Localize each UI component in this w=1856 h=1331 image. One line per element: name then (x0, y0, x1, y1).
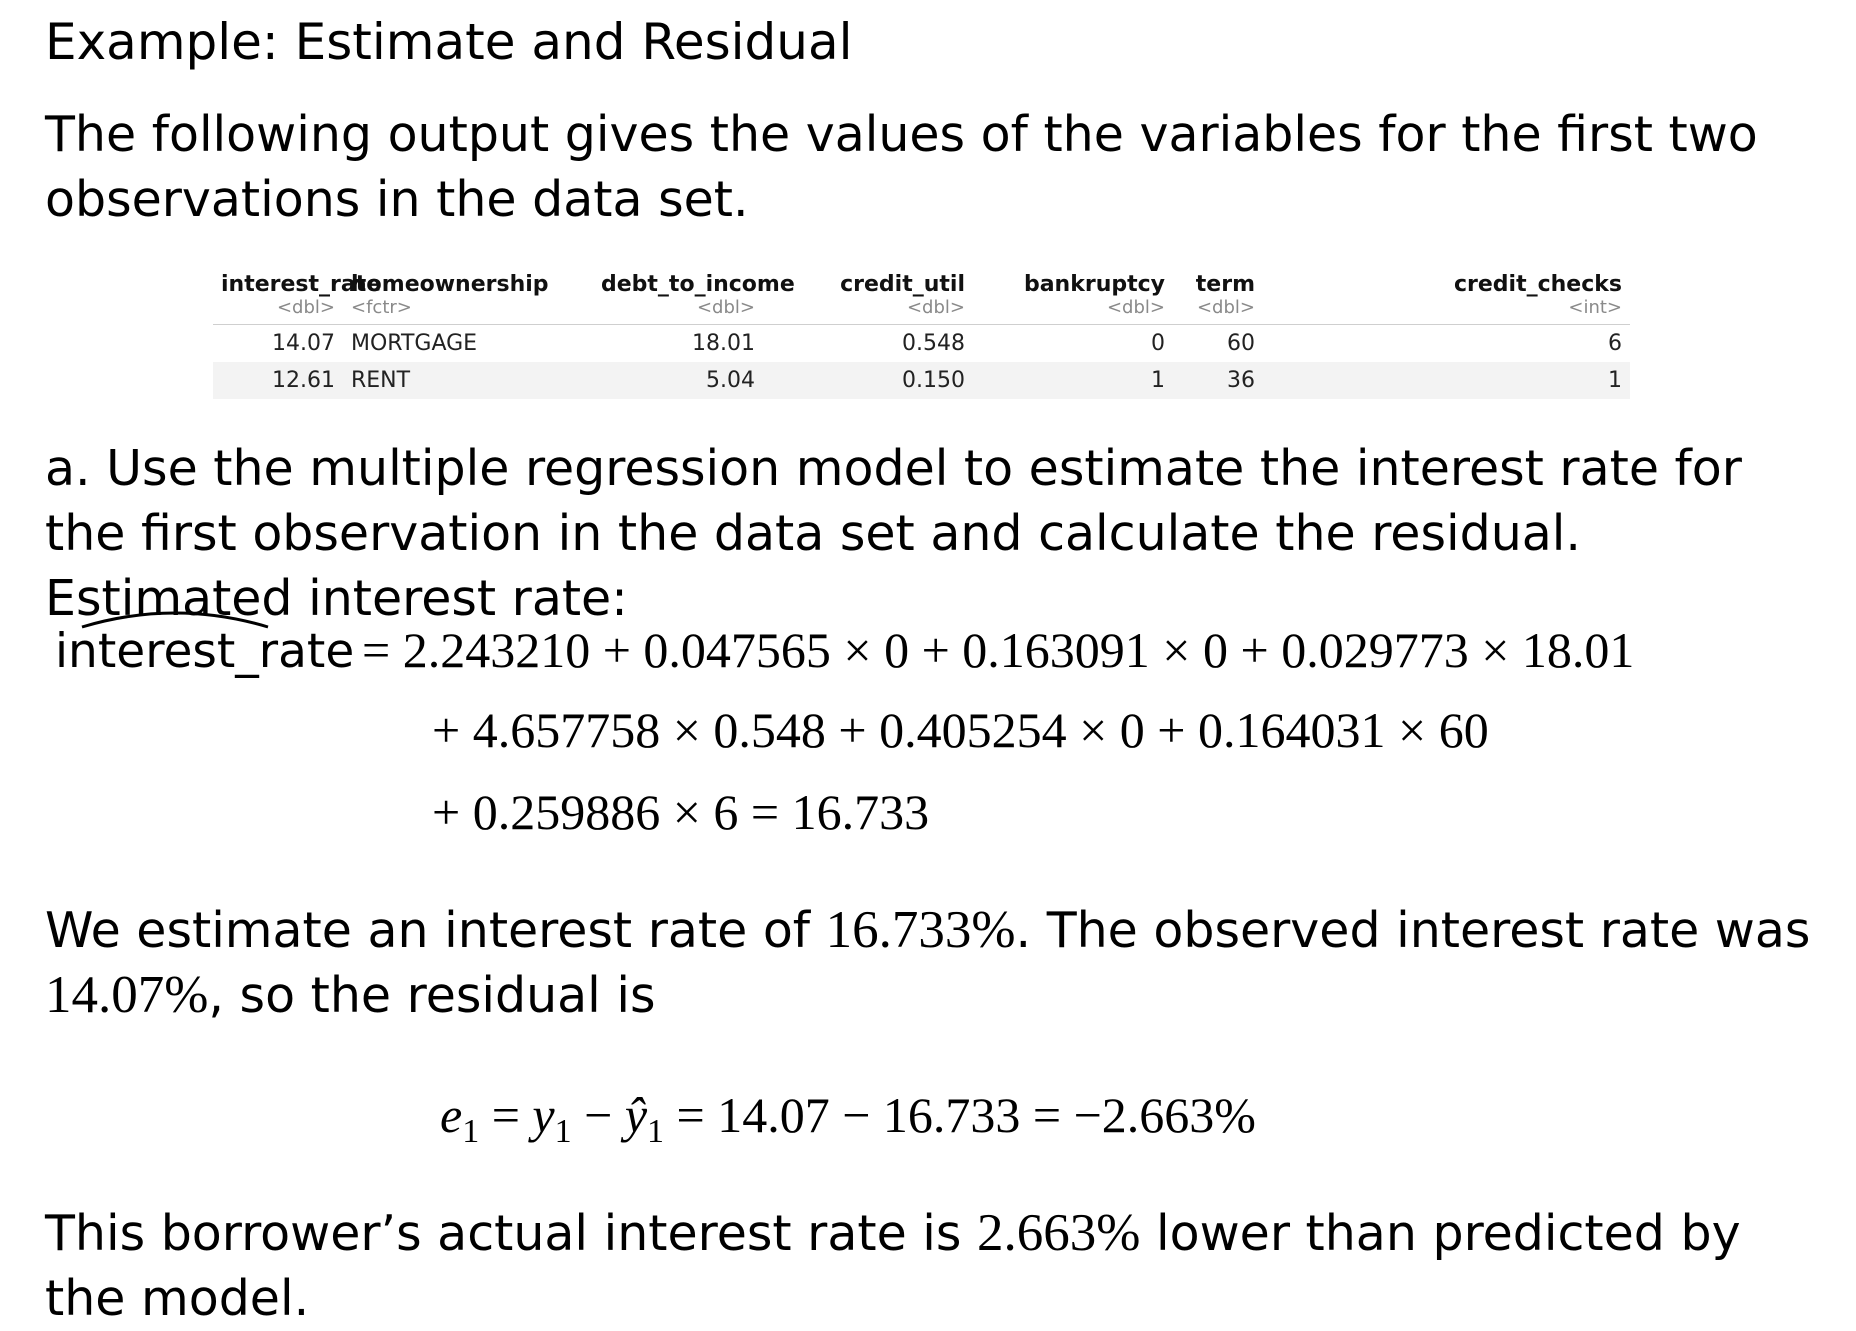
table-cell: 14.07 (272, 331, 335, 356)
column-header-term: term (1195, 272, 1255, 297)
table-cell: MORTGAGE (351, 331, 478, 356)
table-cell: 12.61 (213, 362, 343, 399)
intro-paragraph: The following output gives the values of… (45, 106, 1758, 228)
conclusion-paragraph: This borrower’s actual interest rate is … (45, 1201, 1835, 1331)
conclusion-value: 2.663% (977, 1204, 1141, 1262)
table-cell: 60 (1227, 331, 1255, 356)
table-cell: 36 (1173, 362, 1263, 399)
column-header-credit-checks: credit_checks (1453, 272, 1622, 297)
column-header-interest-rate: interest_rate (221, 272, 382, 297)
column-header-debt-to-income: debt_to_income (601, 272, 795, 297)
residual-e-sub: 1 (462, 1113, 480, 1150)
residual-y: y (532, 1087, 555, 1143)
table-cell: 6 (1608, 331, 1622, 356)
conclusion-before: This borrower’s actual interest rate is (45, 1205, 978, 1262)
wide-hat-accent (81, 611, 269, 629)
table-cell: 0.150 (763, 362, 973, 399)
column-type-credit-util: <dbl> (763, 297, 973, 325)
column-type-debt-to-income: <dbl> (593, 297, 763, 325)
estimate-value: 16.733% (825, 901, 1016, 959)
column-type-homeownership: <fctr> (343, 297, 593, 325)
table-cell: 0 (1151, 331, 1165, 356)
table-cell: 0.548 (902, 331, 965, 356)
residual-rhs: = 14.07 − 16.733 = −2.663% (664, 1087, 1256, 1143)
estimate-text-middle: . The observed interest rate was (1015, 902, 1811, 959)
table-cell: 5.04 (593, 362, 763, 399)
column-type-interest-rate: <dbl> (213, 297, 343, 325)
part-a-question: a. Use the multiple regression model to … (45, 440, 1742, 627)
data-table: interest_rate homeownership debt_to_income… (213, 268, 1630, 399)
slide-title: Example: Estimate and Residual (45, 13, 853, 71)
residual-yhat: ŷ (624, 1087, 648, 1143)
equation-line-1: = 2.243210 + 0.047565 × 0 + 0.163091 × 0… (362, 622, 1635, 678)
table-cell: 1 (973, 362, 1173, 399)
table-body: 14.07 MORTGAGE 18.01 0.548 0 60 6 12.61 RENT 5.04… (213, 325, 1630, 399)
residual-e: e (440, 1087, 463, 1143)
column-type-term: <dbl> (1173, 297, 1263, 325)
column-header-credit-util: credit_util (840, 272, 965, 297)
equation-line-2: + 4.657758 × 0.548 + 0.405254 × 0 + 0.16… (432, 702, 1489, 758)
column-type-credit-checks: <int> (1263, 297, 1630, 325)
table-row: 12.61 RENT 5.04 0.150 1 36 1 (213, 362, 1630, 399)
table-cell: 1 (1263, 362, 1630, 399)
residual-yhat-sub: 1 (647, 1113, 665, 1150)
estimate-paragraph: We estimate an interest rate of 16.733%.… (45, 898, 1835, 1028)
estimate-text-before: We estimate an interest rate of (45, 902, 826, 959)
residual-y-sub: 1 (554, 1113, 572, 1150)
residual-equation: e1 = y1 − ŷ1 = 14.07 − 16.733 = −2.663% (440, 1087, 1256, 1150)
column-header-bankruptcy: bankruptcy (1023, 272, 1165, 297)
column-type-bankruptcy: <dbl> (973, 297, 1173, 325)
table-row: 14.07 MORTGAGE 18.01 0.548 0 60 6 (213, 325, 1630, 363)
data-table-container: interest_rate homeownership debt_to_income… (213, 268, 1630, 399)
table-header-row: interest_rate homeownership debt_to_income… (213, 268, 1630, 297)
estimate-text-after: , so the residual is (208, 967, 656, 1024)
table-cell: RENT (343, 362, 593, 399)
equation-lhs: interest_rate (55, 624, 355, 679)
observed-value: 14.07% (45, 966, 209, 1024)
equation-line-3: + 0.259886 × 6 = 16.733 (432, 784, 930, 840)
table-type-row: <dbl> <fctr> <dbl> <dbl> <dbl> <dbl> <int> (213, 297, 1630, 325)
column-header-homeownership: homeownership (351, 272, 549, 297)
table-cell: 18.01 (692, 331, 755, 356)
